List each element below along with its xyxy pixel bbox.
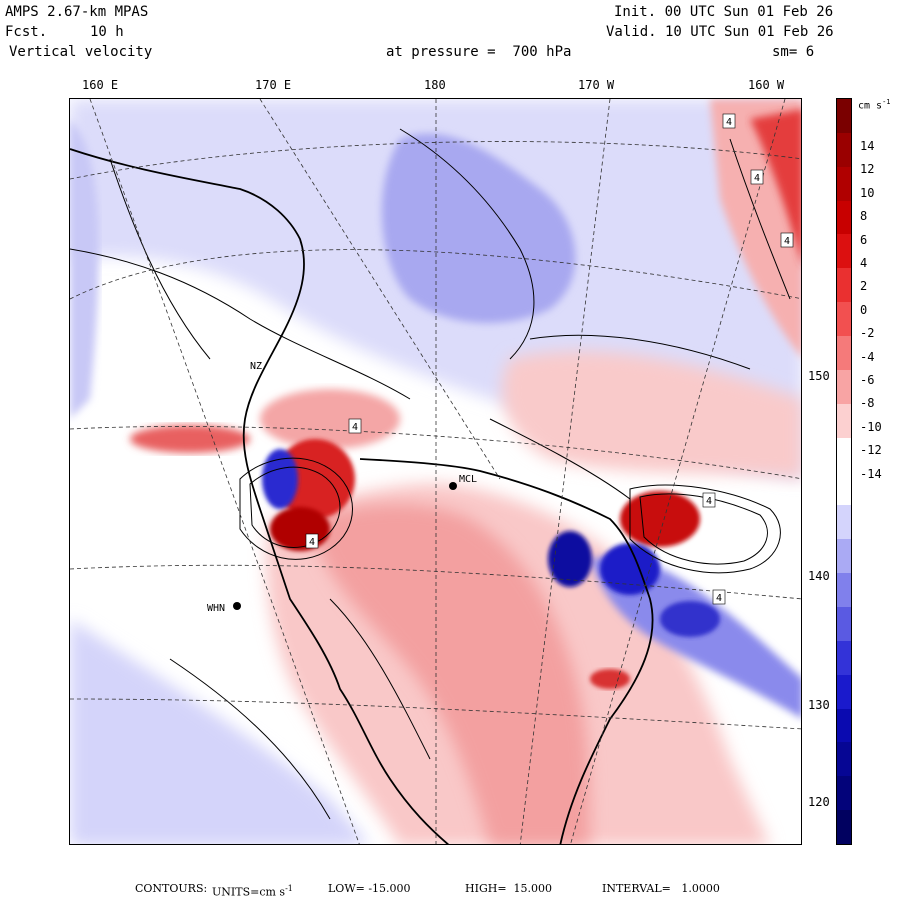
colorbar-segment (837, 268, 851, 303)
descent-southeast (660, 601, 720, 637)
colorbar-tick-label: -12 (860, 443, 882, 458)
colorbar-segment (837, 810, 851, 845)
colorbar-tick-label: -6 (860, 373, 875, 387)
colorbar-segment (837, 539, 851, 574)
colorbar-tick-label: 4 (860, 256, 868, 270)
colorbar (836, 98, 852, 845)
footer-interval: INTERVAL= 1.0000 (602, 882, 720, 895)
subsidence-east (590, 556, 801, 718)
colorbar-units: cm s-1 (858, 98, 891, 112)
lon-tick-170w: 170 W (578, 78, 615, 92)
contour-value-labels: 4 4 4 4 4 4 4 (305, 113, 794, 605)
strong-ascent-west (275, 439, 355, 519)
lon-tick-170e: 170 E (255, 78, 292, 92)
contour-label: 4 (754, 173, 760, 184)
colorbar-segment (837, 234, 851, 269)
colorbar-segment (837, 369, 851, 405)
colorbar-tick-label: 0 (860, 302, 868, 317)
footer-high: HIGH= 15.000 (465, 882, 553, 895)
pressure-level: at pressure = 700 hPa (386, 44, 572, 60)
ice-shelf-edge (359, 458, 654, 844)
ascent-southeast (590, 669, 630, 689)
colorbar-tick-label: 12 (860, 162, 875, 177)
station-marker-mcl[interactable] (449, 482, 457, 490)
colorbar-segment (837, 742, 851, 777)
contour-lines (70, 128, 791, 820)
strong-ascent-center (270, 507, 330, 551)
station-label-nz: NZ (250, 361, 262, 372)
colorbar-segment (837, 302, 851, 337)
strong-descent-east-2 (548, 531, 592, 587)
colorbar-tick-label: 10 (860, 185, 875, 200)
subsidence-west (70, 119, 99, 419)
colorbar-tick-label: -4 (860, 349, 875, 364)
colorbar-segment (837, 471, 851, 506)
graticule (70, 99, 801, 844)
colorbar-tick-label: -14 (860, 466, 882, 481)
ascent-band-west (130, 425, 250, 453)
forecast-hour: 10 h (90, 24, 124, 40)
valid-time: Valid. 10 UTC Sun 01 Feb 26 (606, 24, 834, 40)
colorbar-tick-label: -10 (860, 419, 882, 434)
colorbar-tick-label: 14 (860, 139, 875, 153)
colorbar-segment (837, 505, 851, 540)
smoothing: sm= 6 (772, 44, 815, 60)
contour-label: 4 (706, 496, 712, 507)
colorbar-segment (837, 166, 851, 202)
station-label-mcl: MCL (459, 474, 477, 485)
contour-label: 4 (784, 236, 790, 247)
colorbar-segment (837, 200, 851, 235)
colorbar-tick-label: 2 (860, 279, 868, 294)
strong-ascent-east (620, 491, 700, 547)
subsidence-central (381, 133, 576, 323)
ascent-core-south (310, 504, 590, 844)
station-marker-whn[interactable] (233, 602, 241, 610)
colorbar-segment (837, 403, 851, 439)
model-title: AMPS 2.67-km MPAS (5, 4, 149, 20)
subsidence-southwest (70, 619, 369, 844)
colorbar-tick-label: 6 (860, 232, 868, 247)
footer-contours: CONTOURS: (135, 882, 208, 895)
colorbar-segment (837, 437, 851, 472)
colorbar-tick-label: 8 (860, 209, 868, 224)
footer-low: LOW= -15.000 (328, 882, 411, 895)
colorbar-segment (837, 708, 851, 743)
init-time: Init. 00 UTC Sun 01 Feb 26 (614, 4, 834, 20)
colorbar-segment (837, 674, 851, 710)
colorbar-segment (837, 132, 851, 168)
contour-label: 4 (309, 537, 315, 548)
map-svg: WHN MCL NZ 4 4 4 4 4 4 4 (70, 99, 801, 844)
colorbar-segment (837, 336, 851, 371)
colorbar-segment (837, 606, 851, 642)
ascent-east (502, 351, 801, 479)
station-label-whn: WHN (207, 603, 225, 614)
colorbar-segment (837, 99, 851, 134)
colorbar-tick-label: -2 (860, 326, 875, 341)
ascent-center-west (260, 389, 400, 449)
footer-units: UNITS=cm s-1 (212, 884, 293, 899)
forecast-label: Fcst. (5, 24, 48, 40)
lon-tick-160e: 160 E (82, 78, 119, 92)
field-name: Vertical velocity (9, 44, 153, 60)
coastline-west (70, 148, 450, 844)
colorbar-tick-label: -8 (860, 396, 875, 411)
contour-label: 4 (726, 117, 732, 128)
strong-ascent-northeast (750, 109, 801, 262)
lon-tick-160w: 160 W (748, 78, 785, 92)
colorbar-segment (837, 776, 851, 811)
colorbar-segment (837, 640, 851, 676)
strong-descent-east (600, 543, 660, 595)
contour-label: 4 (352, 422, 358, 433)
strong-descent-west (262, 449, 298, 509)
colorbar-segment (837, 573, 851, 608)
lon-tick-180: 180 (424, 78, 446, 92)
contour-label: 4 (716, 593, 722, 604)
vertical-velocity-map[interactable]: WHN MCL NZ 4 4 4 4 4 4 4 (69, 98, 802, 845)
